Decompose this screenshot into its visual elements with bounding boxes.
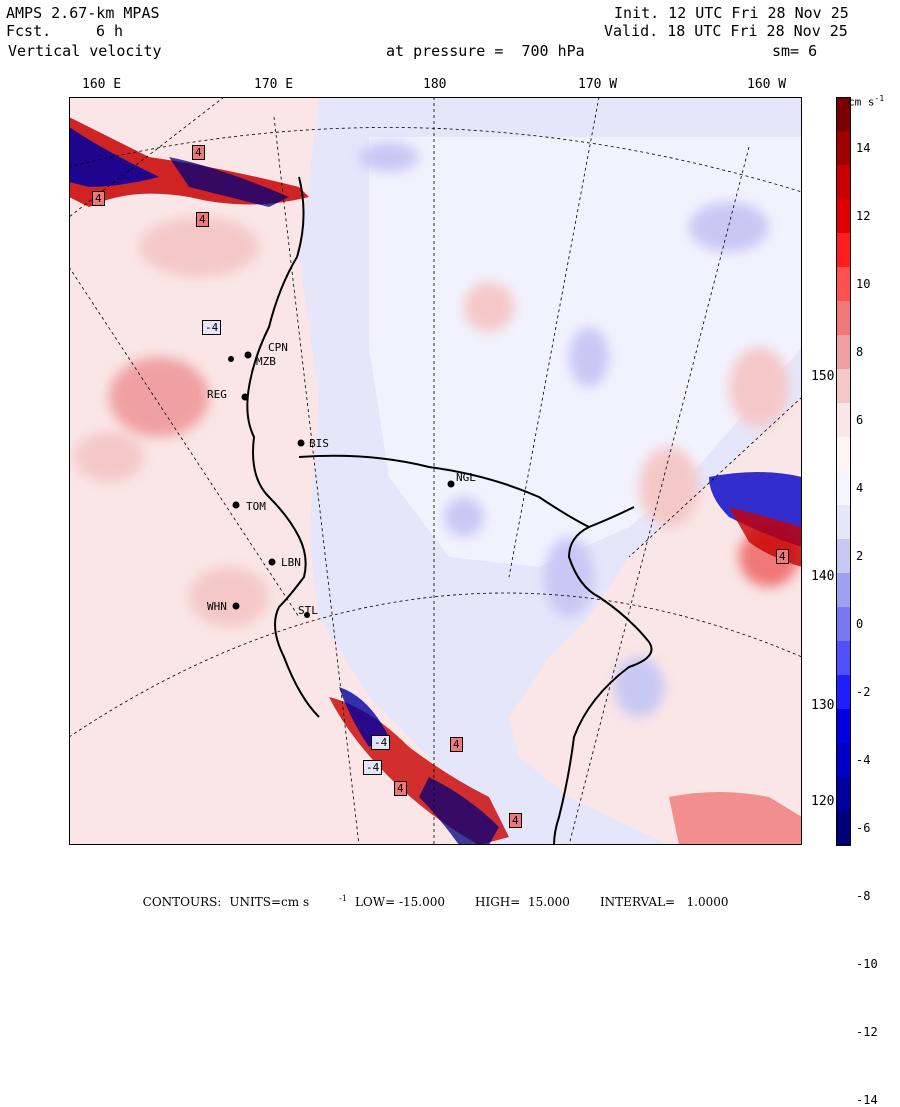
colorbar-tick-label: -2 xyxy=(856,685,871,699)
colorbar-swatch xyxy=(836,471,851,506)
station-markers xyxy=(228,351,455,618)
colorbar-tick-label: -6 xyxy=(856,821,871,835)
station-cpn: CPN xyxy=(268,341,288,354)
colorbar-tick-label: 12 xyxy=(856,209,871,223)
contour-label: 4 xyxy=(92,191,105,206)
contour-label: 4 xyxy=(450,737,463,752)
station-ngl: NGL xyxy=(456,471,476,484)
colorbar-swatch xyxy=(836,675,851,710)
footer-high: HIGH= 15.000 xyxy=(475,895,570,909)
station-bis: BIS xyxy=(309,437,329,450)
colorbar-tick-label: 14 xyxy=(856,141,871,155)
footer-low: LOW= -15.000 xyxy=(354,895,445,909)
lon-label-170w: 170 W xyxy=(578,77,618,92)
colorbar-swatch xyxy=(836,335,851,370)
lon-label-180: 180 xyxy=(423,77,447,92)
colorbar-swatch xyxy=(836,199,851,234)
colorbar-swatch xyxy=(836,131,851,166)
contour-label: -4 xyxy=(202,320,222,335)
colorbar-swatch xyxy=(836,607,851,642)
warm-patches xyxy=(74,217,799,627)
station-stl: STL xyxy=(298,604,318,617)
colorbar-swatch xyxy=(836,165,851,200)
colorbar-tick-label: 0 xyxy=(856,617,864,631)
colorbar-swatch xyxy=(836,403,851,438)
map-frame xyxy=(69,97,802,845)
graticule xyxy=(69,97,802,845)
colorbar-swatch xyxy=(836,641,851,676)
footer-units: UNITS=cm s -1 xyxy=(229,894,347,909)
lon-label-170e: 170 E xyxy=(254,77,294,92)
station-tom: TOM xyxy=(246,500,266,513)
field-title: Vertical velocity xyxy=(8,42,162,60)
colorbar-swatch xyxy=(836,301,851,336)
colorbar-tick-label: 8 xyxy=(856,345,864,359)
smoothing: sm= 6 xyxy=(772,42,818,60)
colorbar-swatch xyxy=(836,777,851,812)
colorbar-swatch xyxy=(836,267,851,302)
contour-label: 4 xyxy=(196,212,209,227)
colorbar-tick-label: 6 xyxy=(856,413,864,427)
colorbar-swatch xyxy=(836,811,851,846)
colorbar-swatch xyxy=(836,505,851,540)
colorbar-unit: cm s-1 xyxy=(848,94,885,109)
contour-info: CONTOURS: UNITS=cm s -1 LOW= -15.000 HIGH= 1… xyxy=(135,880,759,909)
colorbar-swatch xyxy=(836,573,851,608)
colorbar-tick-label: -8 xyxy=(856,889,871,903)
colorbar-swatch xyxy=(836,369,851,404)
contour-label: 4 xyxy=(192,145,205,160)
colorbar xyxy=(836,97,851,846)
colorbar-tick-label: -10 xyxy=(856,957,878,971)
init-time: Init. 12 UTC Fri 28 Nov 25 xyxy=(614,4,849,22)
contour-label: -4 xyxy=(371,735,391,750)
contour-label: 4 xyxy=(776,549,789,564)
footer-contours: CONTOURS: xyxy=(142,895,222,909)
footer-interval: INTERVAL= 1.0000 xyxy=(599,895,729,909)
station-mzb: MZB xyxy=(256,355,276,368)
forecast-hour: 6 h xyxy=(96,22,124,40)
strong-updraft-downdraft xyxy=(69,117,802,845)
lon-label-160w: 160 W xyxy=(747,77,787,92)
colorbar-tick-label: -12 xyxy=(856,1025,878,1039)
contour-label: 4 xyxy=(509,813,522,828)
colorbar-swatch xyxy=(836,539,851,574)
valid-time: Valid. 18 UTC Fri 28 Nov 25 xyxy=(604,22,848,40)
coastline xyxy=(246,176,653,845)
model-title: AMPS 2.67-km MPAS xyxy=(6,4,160,22)
lon-label-160e: 160 E xyxy=(82,77,122,92)
colorbar-swatch xyxy=(836,233,851,268)
station-whn: WHN xyxy=(207,600,227,613)
station-reg: REG xyxy=(207,388,227,401)
pressure-level: at pressure = 700 hPa xyxy=(386,42,585,60)
colorbar-swatch xyxy=(836,97,851,132)
contour-label: -4 xyxy=(363,760,383,775)
contour-label: 4 xyxy=(394,781,407,796)
colorbar-tick-label: -14 xyxy=(856,1093,878,1107)
colorbar-swatch xyxy=(836,437,851,472)
forecast-label: Fcst. xyxy=(6,22,52,40)
velocity-map xyxy=(69,97,802,845)
colorbar-tick-label: 10 xyxy=(856,277,871,291)
colorbar-tick-label: 2 xyxy=(856,549,864,563)
cool-patches xyxy=(359,142,769,717)
station-lbn: LBN xyxy=(281,556,301,569)
colorbar-tick-label: -4 xyxy=(856,753,871,767)
colorbar-swatch xyxy=(836,709,851,744)
colorbar-swatch xyxy=(836,743,851,778)
colorbar-tick-label: 4 xyxy=(856,481,864,495)
